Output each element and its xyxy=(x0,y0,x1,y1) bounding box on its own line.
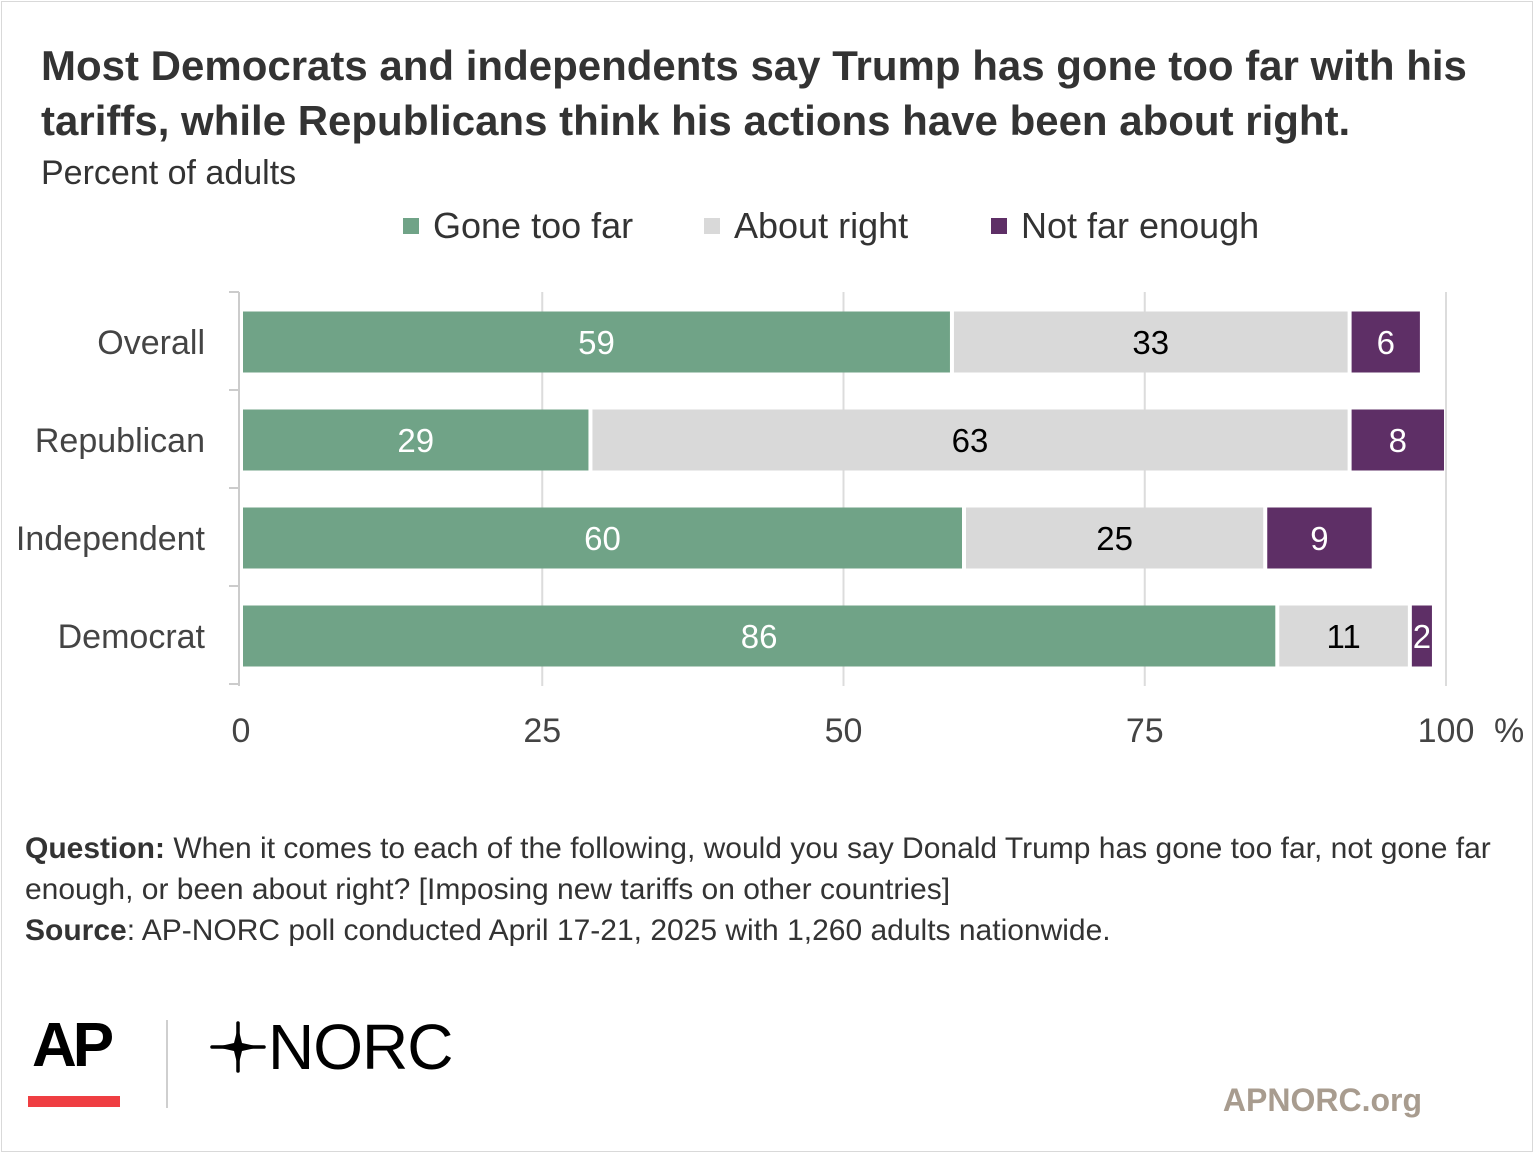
data-label: 33 xyxy=(1132,324,1169,361)
x-tick-label: 100 xyxy=(1418,712,1475,750)
legend-item-about-right: About right xyxy=(704,204,908,248)
norc-logo-text: NORC xyxy=(268,1011,453,1083)
bar-segment xyxy=(1411,605,1432,667)
legend-item-gone-too-far: Gone too far xyxy=(403,204,633,248)
legend-swatch-gone-too-far xyxy=(403,218,419,234)
data-label: 63 xyxy=(952,422,989,459)
legend-label: Not far enough xyxy=(1021,205,1260,246)
ap-logo-accent-bar xyxy=(28,1096,120,1107)
data-label: 9 xyxy=(1310,520,1328,557)
x-tick-label: 50 xyxy=(825,712,863,750)
data-label: 25 xyxy=(1096,520,1133,557)
legend: Gone too far About right Not far enough xyxy=(0,204,1536,248)
bar-segment xyxy=(243,311,950,373)
category-label: Overall xyxy=(97,324,205,362)
bar-segment xyxy=(243,605,1276,667)
data-label: 59 xyxy=(578,324,615,361)
bar-segment xyxy=(1267,507,1372,569)
legend-swatch-not-far-enough xyxy=(991,218,1007,234)
legend-label: About right xyxy=(734,205,909,246)
bar-segment xyxy=(966,507,1264,569)
logo-divider xyxy=(166,1020,168,1108)
site-url: APNORC.org xyxy=(1222,1082,1422,1118)
question-label: Question: xyxy=(25,832,165,865)
data-label: 29 xyxy=(397,422,434,459)
data-label: 6 xyxy=(1377,324,1395,361)
bar-segment xyxy=(243,507,962,569)
footnote: Question: When it comes to each of the f… xyxy=(25,828,1505,951)
category-label: Republican xyxy=(35,422,205,460)
x-unit-label: % xyxy=(1494,712,1524,750)
ap-logo: AP xyxy=(28,1010,124,1110)
x-tick-label: 0 xyxy=(232,712,251,750)
bar-segment xyxy=(592,409,1348,471)
data-label: 8 xyxy=(1389,422,1407,459)
data-label: 2 xyxy=(1413,618,1431,655)
data-label: 86 xyxy=(741,618,778,655)
bar-segment xyxy=(243,409,589,471)
legend-item-not-far-enough: Not far enough xyxy=(991,204,1259,248)
legend-swatch-about-right xyxy=(704,218,720,234)
category-label: Independent xyxy=(16,520,206,558)
norc-logo: NORC xyxy=(208,1011,453,1083)
bar-segment xyxy=(1279,605,1408,667)
source-label: Source xyxy=(25,914,127,947)
x-tick-label: 75 xyxy=(1126,712,1164,750)
ap-logo-text: AP xyxy=(32,1011,114,1080)
x-tick-label: 25 xyxy=(523,712,561,750)
legend-label: Gone too far xyxy=(433,205,634,246)
source-text: : AP-NORC poll conducted April 17-21, 20… xyxy=(126,914,1111,947)
question-text: When it comes to each of the following, … xyxy=(25,832,1491,906)
chart-title: Most Democrats and independents say Trum… xyxy=(41,42,1467,144)
bar-segment xyxy=(1351,311,1420,373)
category-label: Democrat xyxy=(58,618,206,656)
data-label: 60 xyxy=(584,520,621,557)
data-label: 11 xyxy=(1326,618,1360,655)
bar-segment xyxy=(953,311,1348,373)
chart-subtitle: Percent of adults xyxy=(41,154,297,192)
bar-segment xyxy=(1351,409,1444,471)
norc-star-icon xyxy=(210,1021,266,1073)
